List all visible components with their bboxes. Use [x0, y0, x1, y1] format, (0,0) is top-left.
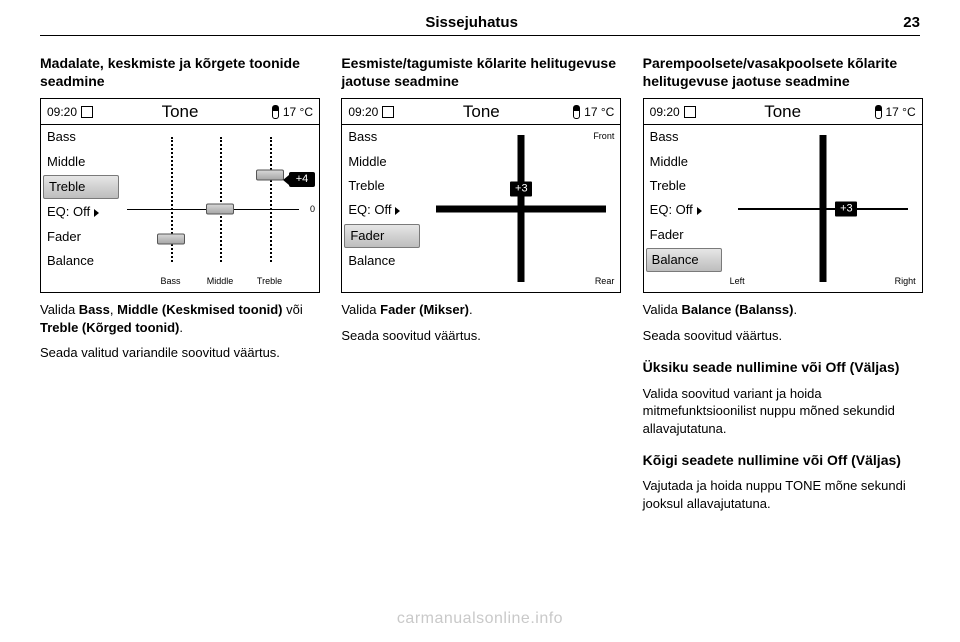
right-label: Right	[895, 276, 916, 286]
slider-track[interactable]	[270, 137, 274, 262]
screen-title: Tone	[764, 102, 801, 122]
menu-item[interactable]: EQ: Off	[644, 198, 724, 222]
slider-knob[interactable]	[157, 233, 185, 244]
slider-knob[interactable]	[206, 203, 234, 214]
col3-para1: Valida Balance (Balanss).	[643, 301, 920, 319]
balance-cross[interactable]: +3 Left Right	[724, 125, 922, 292]
col2-para2: Seada soovitud väärtus.	[341, 327, 618, 345]
cross-horizontal	[436, 205, 606, 212]
slider-label: Bass	[160, 276, 180, 286]
column-1: Madalate, keskmiste ja kõrgete toonide s…	[40, 54, 317, 513]
screen-title: Tone	[162, 102, 199, 122]
slider-track[interactable]	[220, 137, 224, 262]
menu-item[interactable]: Bass	[342, 125, 422, 149]
menu-item[interactable]: EQ: Off	[41, 200, 121, 224]
temp-text: 17 °C	[584, 105, 614, 119]
menu-list: Bass Middle Treble EQ: Off Fader Balance	[342, 125, 422, 292]
screen-title: Tone	[463, 102, 500, 122]
thermometer-icon	[272, 105, 279, 119]
rear-label: Rear	[595, 276, 615, 286]
page-number: 23	[903, 14, 920, 31]
device-screenshot-2: 09:20 Tone 17 °C Bass Middle Treble EQ: …	[341, 98, 621, 293]
slider-label: Treble	[257, 276, 282, 286]
chevron-right-icon	[697, 207, 702, 215]
device-screenshot-3: 09:20 Tone 17 °C Bass Middle Treble EQ: …	[643, 98, 923, 293]
col3-body-a: Valida soovitud variant ja hoida mitmefu…	[643, 385, 920, 438]
left-label: Left	[730, 276, 745, 286]
menu-item[interactable]: Fader	[41, 225, 121, 249]
clock-text: 09:20	[650, 105, 680, 119]
col2-para1: Valida Fader (Mikser).	[341, 301, 618, 319]
column-3: Parempoolsete/vasakpoolsete kõlarite hel…	[643, 54, 920, 513]
status-icon	[382, 106, 394, 118]
device-topbar: 09:20 Tone 17 °C	[644, 99, 922, 125]
device-topbar: 09:20 Tone 17 °C	[342, 99, 620, 125]
status-icon	[684, 106, 696, 118]
zero-label: 0	[310, 204, 315, 214]
cross-horizontal	[738, 208, 908, 210]
page-header: Sissejuhatus 23	[40, 14, 920, 36]
col3-heading: Parempoolsete/vasakpoolsete kõlarite hel…	[643, 54, 920, 90]
menu-item[interactable]: Middle	[644, 150, 724, 174]
front-label: Front	[593, 131, 614, 141]
menu-item-selected[interactable]: Balance	[646, 248, 722, 272]
slider-knob[interactable]	[256, 170, 284, 181]
col1-para1: Valida Bass, Middle (Keskmised toonid) v…	[40, 301, 317, 336]
chevron-right-icon	[395, 207, 400, 215]
device-screenshot-1: 09:20 Tone 17 °C Bass Middle Treble EQ: …	[40, 98, 320, 293]
menu-item[interactable]: Middle	[342, 150, 422, 174]
menu-item[interactable]: Middle	[41, 150, 121, 174]
col1-heading: Madalate, keskmiste ja kõrgete toonide s…	[40, 54, 317, 90]
clock-text: 09:20	[47, 105, 77, 119]
section-title: Sissejuhatus	[425, 14, 518, 31]
col3-body-b: Vajutada ja hoida nuppu TONE mõne sekund…	[643, 477, 920, 512]
col2-heading: Eesmiste/tagumiste kõlarite helitugevuse…	[341, 54, 618, 90]
columns: Madalate, keskmiste ja kõrgete toonide s…	[40, 54, 920, 513]
menu-item[interactable]: Balance	[342, 249, 422, 273]
manual-page: Sissejuhatus 23 Madalate, keskmiste ja k…	[0, 0, 960, 642]
tone-sliders: 0 Bass Middle Treble +	[121, 125, 319, 292]
slider-label: Middle	[207, 276, 234, 286]
menu-item-selected[interactable]: Treble	[43, 175, 119, 199]
fader-cross[interactable]: +3 Front Rear	[422, 125, 620, 292]
menu-item[interactable]: Balance	[41, 249, 121, 273]
menu-item[interactable]: Treble	[342, 174, 422, 198]
cross-readout: +3	[510, 181, 532, 196]
menu-item-selected[interactable]: Fader	[344, 224, 420, 248]
menu-item[interactable]: EQ: Off	[342, 198, 422, 222]
thermometer-icon	[573, 105, 580, 119]
menu-item[interactable]: Bass	[41, 125, 121, 149]
temp-text: 17 °C	[886, 105, 916, 119]
menu-item[interactable]: Treble	[644, 174, 724, 198]
device-topbar: 09:20 Tone 17 °C	[41, 99, 319, 125]
menu-item[interactable]: Fader	[644, 223, 724, 247]
status-icon	[81, 106, 93, 118]
col1-para2: Seada valitud variandile soovitud väärtu…	[40, 344, 317, 362]
temp-text: 17 °C	[283, 105, 313, 119]
watermark-text: carmanualsonline.info	[397, 610, 563, 628]
clock-text: 09:20	[348, 105, 378, 119]
chevron-right-icon	[94, 209, 99, 217]
col3-para2: Seada soovitud väärtus.	[643, 327, 920, 345]
menu-list: Bass Middle Treble EQ: Off Fader Balance	[41, 125, 121, 292]
col3-sub-b: Kõigi seadete nullimine või Off (Väljas)	[643, 451, 920, 469]
column-2: Eesmiste/tagumiste kõlarite helitugevuse…	[341, 54, 618, 513]
col3-sub-a: Üksiku seade nullimine või Off (Väljas)	[643, 358, 920, 376]
slider-readout: +4	[289, 172, 315, 187]
menu-list: Bass Middle Treble EQ: Off Fader Balance	[644, 125, 724, 292]
thermometer-icon	[875, 105, 882, 119]
menu-item[interactable]: Bass	[644, 125, 724, 149]
cross-readout: +3	[835, 201, 857, 216]
